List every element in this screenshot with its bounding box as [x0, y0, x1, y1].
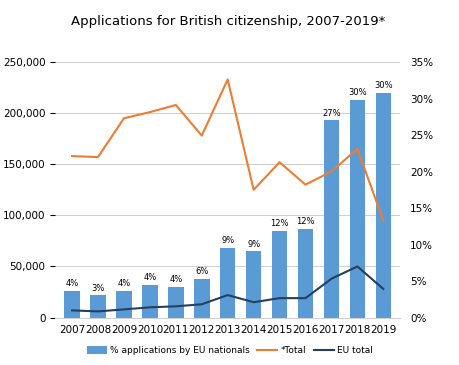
EU total [380, 287, 385, 291]
Bar [64, 291, 80, 318]
Text: 4%: 4% [117, 280, 130, 288]
EU total [173, 304, 178, 308]
Text: 27%: 27% [321, 109, 340, 118]
*Total [69, 154, 75, 158]
Text: 12%: 12% [296, 217, 314, 226]
Text: 30%: 30% [347, 88, 366, 97]
Legend: % applications by EU nationals, *Total, EU total: % applications by EU nationals, *Total, … [83, 342, 376, 359]
*Total [173, 103, 178, 107]
Text: 9%: 9% [246, 239, 260, 249]
Text: 4%: 4% [169, 275, 182, 284]
EU total [250, 300, 256, 304]
Bar [375, 93, 390, 318]
Bar [194, 279, 209, 318]
Bar [271, 231, 287, 318]
EU total [328, 277, 334, 281]
Text: 6%: 6% [195, 267, 208, 276]
Title: Applications for British citizenship, 2007-2019*: Applications for British citizenship, 20… [70, 15, 384, 28]
*Total [380, 218, 385, 223]
Line: *Total: *Total [72, 80, 382, 220]
*Total [147, 110, 152, 114]
Bar [297, 228, 313, 318]
*Total [276, 160, 282, 164]
EU total [276, 296, 282, 300]
EU total [95, 309, 101, 314]
*Total [328, 169, 334, 174]
*Total [250, 188, 256, 192]
*Total [224, 77, 230, 82]
EU total [224, 293, 230, 297]
EU total [69, 308, 75, 312]
*Total [121, 116, 126, 120]
Text: 4%: 4% [143, 273, 156, 282]
Line: EU total: EU total [72, 266, 382, 311]
*Total [95, 155, 101, 159]
Bar [323, 120, 338, 318]
Text: 4%: 4% [65, 280, 78, 288]
Bar [142, 285, 157, 318]
*Total [302, 182, 308, 187]
EU total [147, 305, 152, 310]
Text: 30%: 30% [373, 81, 392, 90]
*Total [199, 134, 204, 138]
EU total [199, 302, 204, 307]
Text: 3%: 3% [91, 284, 105, 292]
Bar [168, 287, 183, 318]
Text: 12%: 12% [270, 219, 288, 228]
Text: 9%: 9% [221, 237, 234, 246]
EU total [302, 296, 308, 300]
Bar [219, 248, 235, 318]
Bar [349, 100, 364, 318]
*Total [354, 147, 359, 151]
Bar [90, 295, 106, 318]
Bar [245, 251, 261, 318]
Bar [116, 291, 131, 318]
EU total [354, 264, 359, 269]
EU total [121, 307, 126, 312]
